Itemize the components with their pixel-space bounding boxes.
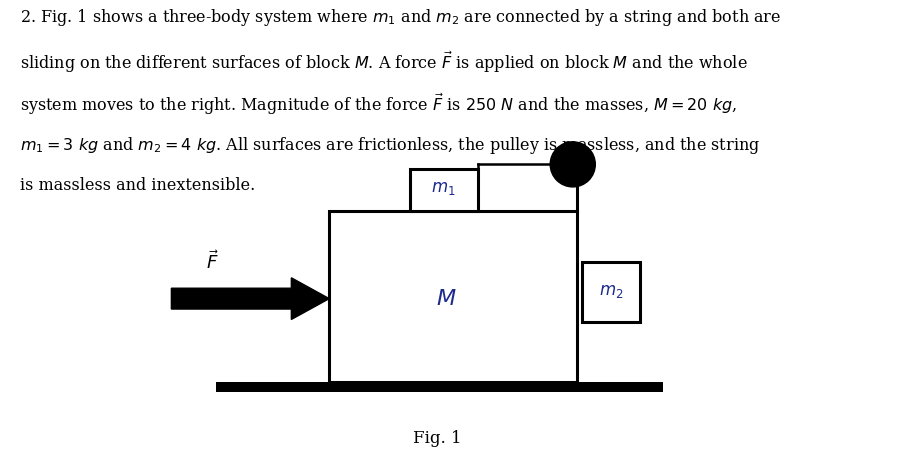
FancyArrow shape [171,278,329,319]
Ellipse shape [550,142,595,187]
Text: $m_1$: $m_1$ [431,181,456,197]
Bar [582,262,640,322]
Bar [329,211,577,382]
Text: $M$: $M$ [437,288,456,310]
Text: system moves to the right. Magnitude of the force $\vec{F}$ is $250\ N$ and the : system moves to the right. Magnitude of … [20,92,737,117]
Bar [410,169,478,211]
Text: $\vec{F}$: $\vec{F}$ [206,250,218,273]
Text: $m_1 = 3\ kg$ and $m_2 = 4\ kg$. All surfaces are frictionless, the pulley is ma: $m_1 = 3\ kg$ and $m_2 = 4\ kg$. All sur… [20,135,760,156]
Text: 2. Fig. 1 shows a three-body system where $m_1$ and $m_2$ are connected by a str: 2. Fig. 1 shows a three-body system wher… [20,7,781,28]
Text: sliding on the different surfaces of block $M$. A force $\vec{F}$ is applied on : sliding on the different surfaces of blo… [20,50,748,75]
Text: is massless and inextensible.: is massless and inextensible. [20,177,255,194]
Bar [216,382,663,392]
Text: $m_2$: $m_2$ [599,283,624,300]
Text: Fig. 1: Fig. 1 [413,430,462,447]
